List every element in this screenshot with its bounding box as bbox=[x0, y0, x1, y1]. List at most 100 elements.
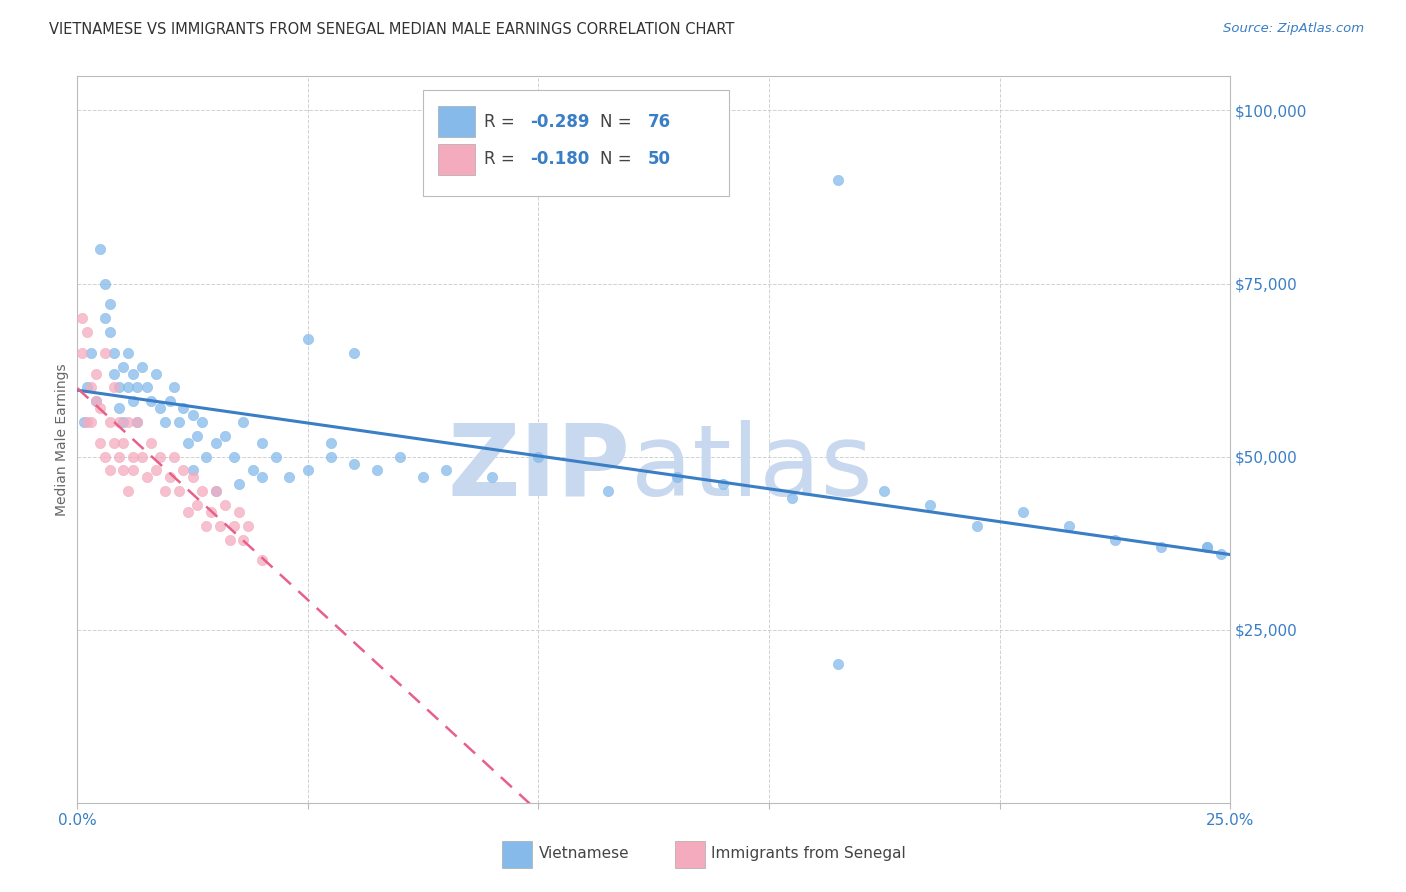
Point bbox=[103, 435, 125, 450]
Point bbox=[827, 657, 849, 672]
Point bbox=[139, 435, 162, 450]
Point bbox=[278, 470, 301, 484]
Point bbox=[389, 450, 412, 464]
Text: 76: 76 bbox=[648, 112, 671, 130]
Point bbox=[121, 450, 143, 464]
Point bbox=[1209, 547, 1232, 561]
Point bbox=[163, 380, 186, 394]
FancyBboxPatch shape bbox=[423, 90, 728, 195]
Point bbox=[214, 429, 236, 443]
Point bbox=[204, 484, 226, 499]
Point bbox=[108, 415, 131, 429]
Point bbox=[224, 450, 246, 464]
Point bbox=[84, 394, 107, 409]
FancyBboxPatch shape bbox=[439, 145, 475, 175]
Point bbox=[297, 463, 319, 477]
Point bbox=[242, 463, 264, 477]
Point bbox=[76, 380, 98, 394]
Point bbox=[127, 380, 149, 394]
Point bbox=[127, 415, 149, 429]
Point bbox=[94, 450, 117, 464]
Point bbox=[108, 380, 131, 394]
Point bbox=[209, 519, 232, 533]
Point bbox=[98, 325, 121, 339]
Point bbox=[1150, 540, 1173, 554]
Text: -0.180: -0.180 bbox=[530, 151, 589, 169]
Point bbox=[108, 401, 131, 416]
Point bbox=[117, 415, 139, 429]
Point bbox=[84, 394, 107, 409]
Point bbox=[117, 380, 139, 394]
Point bbox=[366, 463, 388, 477]
Point bbox=[250, 553, 273, 567]
Text: VIETNAMESE VS IMMIGRANTS FROM SENEGAL MEDIAN MALE EARNINGS CORRELATION CHART: VIETNAMESE VS IMMIGRANTS FROM SENEGAL ME… bbox=[49, 22, 734, 37]
Point bbox=[153, 415, 176, 429]
Point bbox=[186, 429, 208, 443]
Point bbox=[127, 415, 149, 429]
Point bbox=[172, 401, 194, 416]
Point bbox=[232, 415, 254, 429]
Point bbox=[319, 450, 342, 464]
Text: Immigrants from Senegal: Immigrants from Senegal bbox=[711, 847, 907, 861]
Point bbox=[1104, 533, 1126, 547]
Point bbox=[94, 311, 117, 326]
Point bbox=[70, 311, 93, 326]
Point bbox=[89, 401, 111, 416]
Point bbox=[94, 277, 117, 291]
Point bbox=[228, 477, 250, 491]
Point bbox=[232, 533, 254, 547]
Point bbox=[94, 345, 117, 359]
Point bbox=[103, 380, 125, 394]
Point bbox=[434, 463, 457, 477]
Point bbox=[191, 484, 214, 499]
Point bbox=[780, 491, 803, 505]
Point bbox=[204, 484, 226, 499]
Point bbox=[159, 470, 181, 484]
Point bbox=[186, 498, 208, 512]
Point bbox=[177, 435, 200, 450]
Point bbox=[228, 505, 250, 519]
Point bbox=[84, 367, 107, 381]
Point bbox=[343, 345, 366, 359]
Point bbox=[250, 470, 273, 484]
Point bbox=[527, 450, 550, 464]
Point bbox=[70, 345, 93, 359]
Point bbox=[98, 297, 121, 311]
Text: 50: 50 bbox=[648, 151, 671, 169]
Point bbox=[1011, 505, 1033, 519]
Point bbox=[224, 519, 246, 533]
Point bbox=[131, 450, 153, 464]
Y-axis label: Median Male Earnings: Median Male Earnings bbox=[55, 363, 69, 516]
Point bbox=[596, 484, 619, 499]
Point bbox=[236, 519, 259, 533]
Point bbox=[76, 415, 98, 429]
Point bbox=[108, 450, 131, 464]
Point bbox=[139, 394, 162, 409]
Point bbox=[181, 470, 204, 484]
Point bbox=[89, 242, 111, 256]
Text: R =: R = bbox=[484, 151, 520, 169]
Point bbox=[297, 332, 319, 346]
Point bbox=[1197, 540, 1219, 554]
Point bbox=[167, 415, 190, 429]
Point bbox=[131, 359, 153, 374]
Point bbox=[145, 367, 167, 381]
FancyBboxPatch shape bbox=[439, 106, 475, 136]
Point bbox=[98, 463, 121, 477]
Point bbox=[73, 415, 96, 429]
Point bbox=[121, 394, 143, 409]
Point bbox=[214, 498, 236, 512]
Point bbox=[98, 415, 121, 429]
Point bbox=[181, 463, 204, 477]
Point bbox=[117, 345, 139, 359]
Point bbox=[1197, 540, 1219, 554]
Point bbox=[80, 415, 103, 429]
Point bbox=[135, 470, 157, 484]
Point bbox=[181, 408, 204, 422]
Point bbox=[343, 457, 366, 471]
Point bbox=[149, 450, 172, 464]
Point bbox=[177, 505, 200, 519]
Point bbox=[319, 435, 342, 450]
Point bbox=[80, 345, 103, 359]
Point bbox=[195, 450, 218, 464]
